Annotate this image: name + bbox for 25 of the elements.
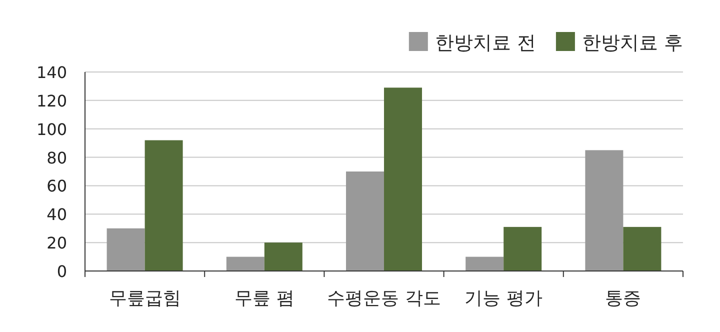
bar <box>623 226 662 271</box>
bar <box>226 256 264 271</box>
bar <box>264 242 302 271</box>
y-tick-label: 100 <box>36 120 67 139</box>
bar <box>585 150 624 271</box>
y-tick-label: 20 <box>46 234 67 253</box>
bar <box>504 226 542 271</box>
bar <box>346 172 384 271</box>
bar <box>384 88 422 271</box>
bar <box>106 228 145 271</box>
y-tick-label: 40 <box>46 205 67 224</box>
y-tick-label: 60 <box>46 176 67 196</box>
bar <box>466 256 504 271</box>
x-tick-label: 무릎 폄 <box>234 288 294 309</box>
y-tick-label: 140 <box>36 63 67 82</box>
x-tick-label: 기능 평가 <box>464 288 542 309</box>
legend-label: 한방치료 후 <box>582 32 683 54</box>
y-tick-label: 0 <box>56 262 67 281</box>
y-tick-label: 80 <box>46 148 67 168</box>
y-tick-label: 120 <box>36 91 67 110</box>
legend-label: 한방치료 전 <box>434 32 536 54</box>
x-tick-label: 통증 <box>605 288 642 309</box>
x-tick-label: 수평운동 각도 <box>327 288 441 309</box>
x-tick-label: 무릎굽힘 <box>108 288 181 309</box>
bar <box>144 140 183 271</box>
